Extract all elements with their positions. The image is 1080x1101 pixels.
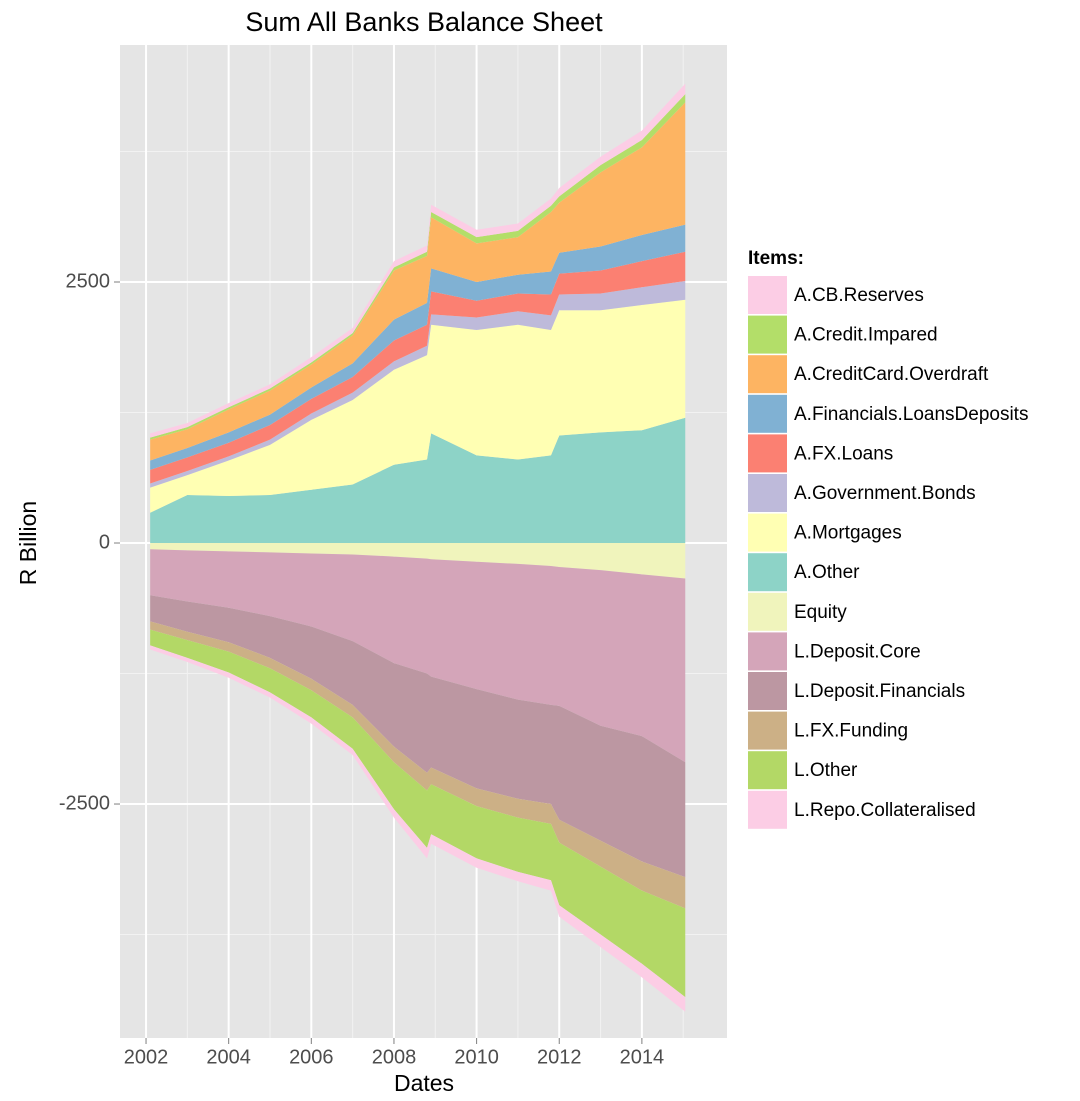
legend-label: A.Mortgages	[794, 523, 902, 544]
legend-key	[748, 592, 787, 631]
legend-label: L.Repo.Collateralised	[794, 800, 976, 821]
area	[150, 102, 686, 461]
legend-label: A.Other	[794, 562, 860, 583]
areas	[150, 83, 686, 1012]
area	[150, 299, 686, 513]
legend-label: A.Financials.LoansDeposits	[794, 404, 1028, 425]
legend-key	[748, 276, 787, 314]
legend-key	[748, 315, 787, 354]
area	[150, 629, 686, 998]
chart-title: Sum All Banks Balance Sheet	[245, 7, 603, 37]
legend-label: A.CreditCard.Overdraft	[794, 364, 989, 385]
x-tick-label: 2002	[124, 1046, 169, 1068]
legend-key	[748, 553, 787, 592]
area	[150, 549, 686, 763]
area	[150, 595, 686, 878]
legend-key	[748, 394, 787, 433]
legend-label: A.Government.Bonds	[794, 483, 976, 504]
legend-key	[748, 474, 787, 512]
legend-label: A.CB.Reserves	[794, 285, 924, 306]
legend-key	[748, 434, 787, 473]
area	[150, 621, 686, 909]
x-tick-label: 2014	[620, 1046, 665, 1068]
legend: A.CB.Reserves A.Credit.Impared A.CreditCar…	[748, 276, 1028, 829]
legend-label: L.FX.Funding	[794, 721, 908, 742]
legend-key	[748, 513, 787, 552]
area	[150, 543, 686, 579]
x-tick-label: 2012	[537, 1046, 582, 1068]
legend-label: A.Credit.Impared	[794, 325, 938, 346]
x-tick-label: 2010	[454, 1046, 499, 1068]
y-tick-label: 2500	[66, 270, 111, 292]
x-tick-label: 2008	[372, 1046, 417, 1068]
x-tick-label: 2006	[289, 1046, 334, 1068]
legend-key	[748, 672, 787, 710]
legend-label: L.Other	[794, 760, 858, 781]
y-tick-label: -2500	[59, 792, 110, 814]
legend-key	[748, 751, 787, 790]
x-tick-label: 2004	[206, 1046, 251, 1068]
x-axis-label: Dates	[394, 1070, 454, 1096]
area	[150, 224, 686, 470]
legend-key	[748, 355, 787, 394]
area	[150, 251, 686, 484]
y-axis-label: R Billion	[15, 501, 41, 585]
legend-key	[748, 711, 787, 750]
legend-label: Equity	[794, 602, 847, 623]
legend-key	[748, 632, 787, 671]
y-tick-label: 0	[99, 531, 110, 553]
area	[150, 280, 686, 488]
legend-label: A.FX.Loans	[794, 443, 893, 464]
area	[150, 417, 686, 544]
legend-title: Items:	[748, 248, 804, 269]
legend-label: L.Deposit.Core	[794, 641, 921, 662]
legend-key	[748, 790, 787, 829]
legend-label: L.Deposit.Financials	[794, 681, 965, 702]
